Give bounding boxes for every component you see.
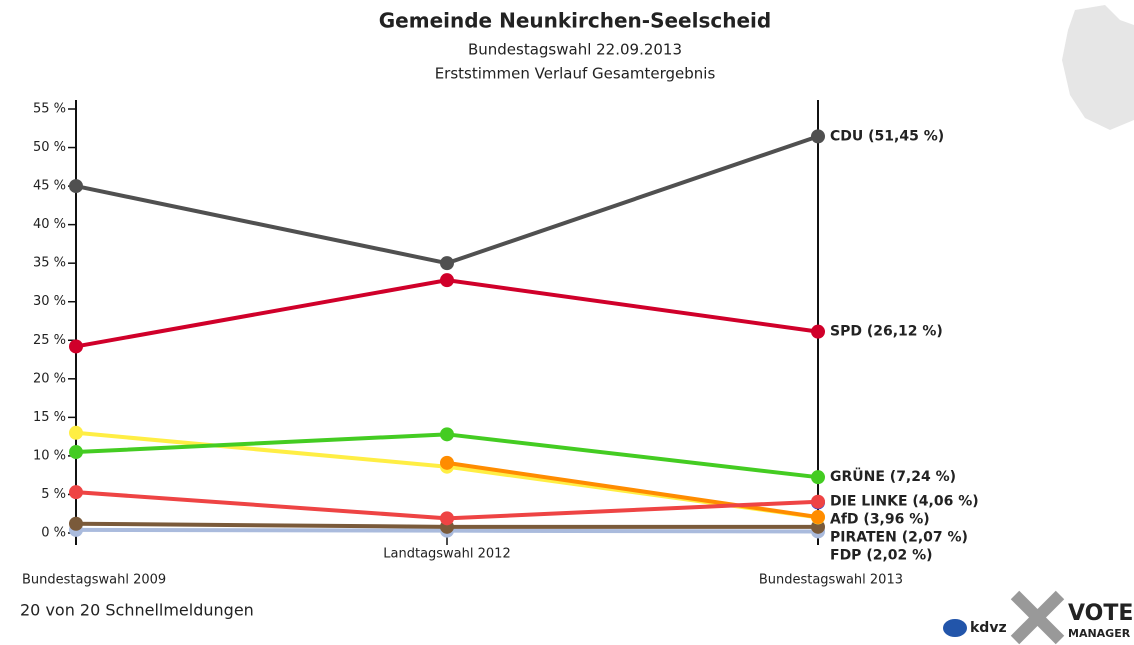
point [69, 516, 83, 531]
x-tick-label: Landtagswahl 2012 [383, 547, 510, 562]
series-line [75, 134, 819, 266]
point [811, 129, 825, 144]
series-line [75, 278, 819, 349]
y-tick-label: 35 % [33, 256, 66, 271]
value-label: GRÜNE (7,24 %) [830, 467, 956, 485]
point [69, 425, 83, 440]
logos: kdvz VOTE MANAGER [943, 590, 1133, 645]
logo-text: MANAGER [1068, 627, 1131, 640]
point [811, 470, 825, 485]
x-tick-label: Bundestagswahl 2009 [22, 573, 166, 588]
y-tick-label: 10 % [33, 448, 66, 463]
point [440, 511, 454, 526]
value-label: CDU (51,45 %) [830, 128, 944, 144]
logo-icon [943, 619, 967, 637]
chart-subtitle: Bundestagswahl 22.09.2013 [468, 41, 682, 59]
y-tick-label: 30 % [33, 294, 66, 309]
y-tick-label: 45 % [33, 179, 66, 194]
point [69, 485, 83, 500]
value-label: FDP (2,02 %) [830, 548, 933, 564]
value-label: SPD (26,12 %) [830, 324, 943, 340]
y-tick-label: 20 % [33, 371, 66, 386]
map-silhouette [1062, 5, 1134, 130]
y-tick-label: 40 % [33, 217, 66, 232]
y-tick-label: 25 % [33, 333, 66, 348]
chart-subtitle: Erststimmen Verlauf Gesamtergebnis [435, 65, 716, 83]
point [811, 324, 825, 339]
value-label: PIRATEN (2,07 %) [830, 530, 968, 546]
point [811, 494, 825, 509]
logo-icon [1010, 590, 1065, 645]
chart-title: Gemeinde Neunkirchen-Seelscheid [379, 9, 771, 33]
point [440, 256, 454, 271]
y-tick-label: 0 % [41, 526, 66, 541]
point [69, 179, 83, 194]
point [811, 510, 825, 525]
point [440, 427, 454, 442]
value-label: DIE LINKE (4,06 %) [830, 494, 979, 510]
point [69, 445, 83, 460]
logo-text: kdvz [970, 620, 1007, 636]
x-tick-label: Bundestagswahl 2013 [759, 573, 903, 588]
y-tick-label: 55 % [33, 102, 66, 117]
point [69, 339, 83, 354]
value-label: AfD (3,96 %) [830, 512, 930, 528]
logo-text: VOTE [1068, 601, 1133, 626]
y-tick-label: 50 % [33, 140, 66, 155]
footer: 20 von 20 Schnellmeldungen [20, 601, 254, 620]
y-tick-label: 15 % [33, 410, 66, 425]
series-line [446, 460, 819, 520]
point [440, 455, 454, 470]
y-tick-label: 5 % [41, 487, 66, 502]
point [440, 273, 454, 288]
